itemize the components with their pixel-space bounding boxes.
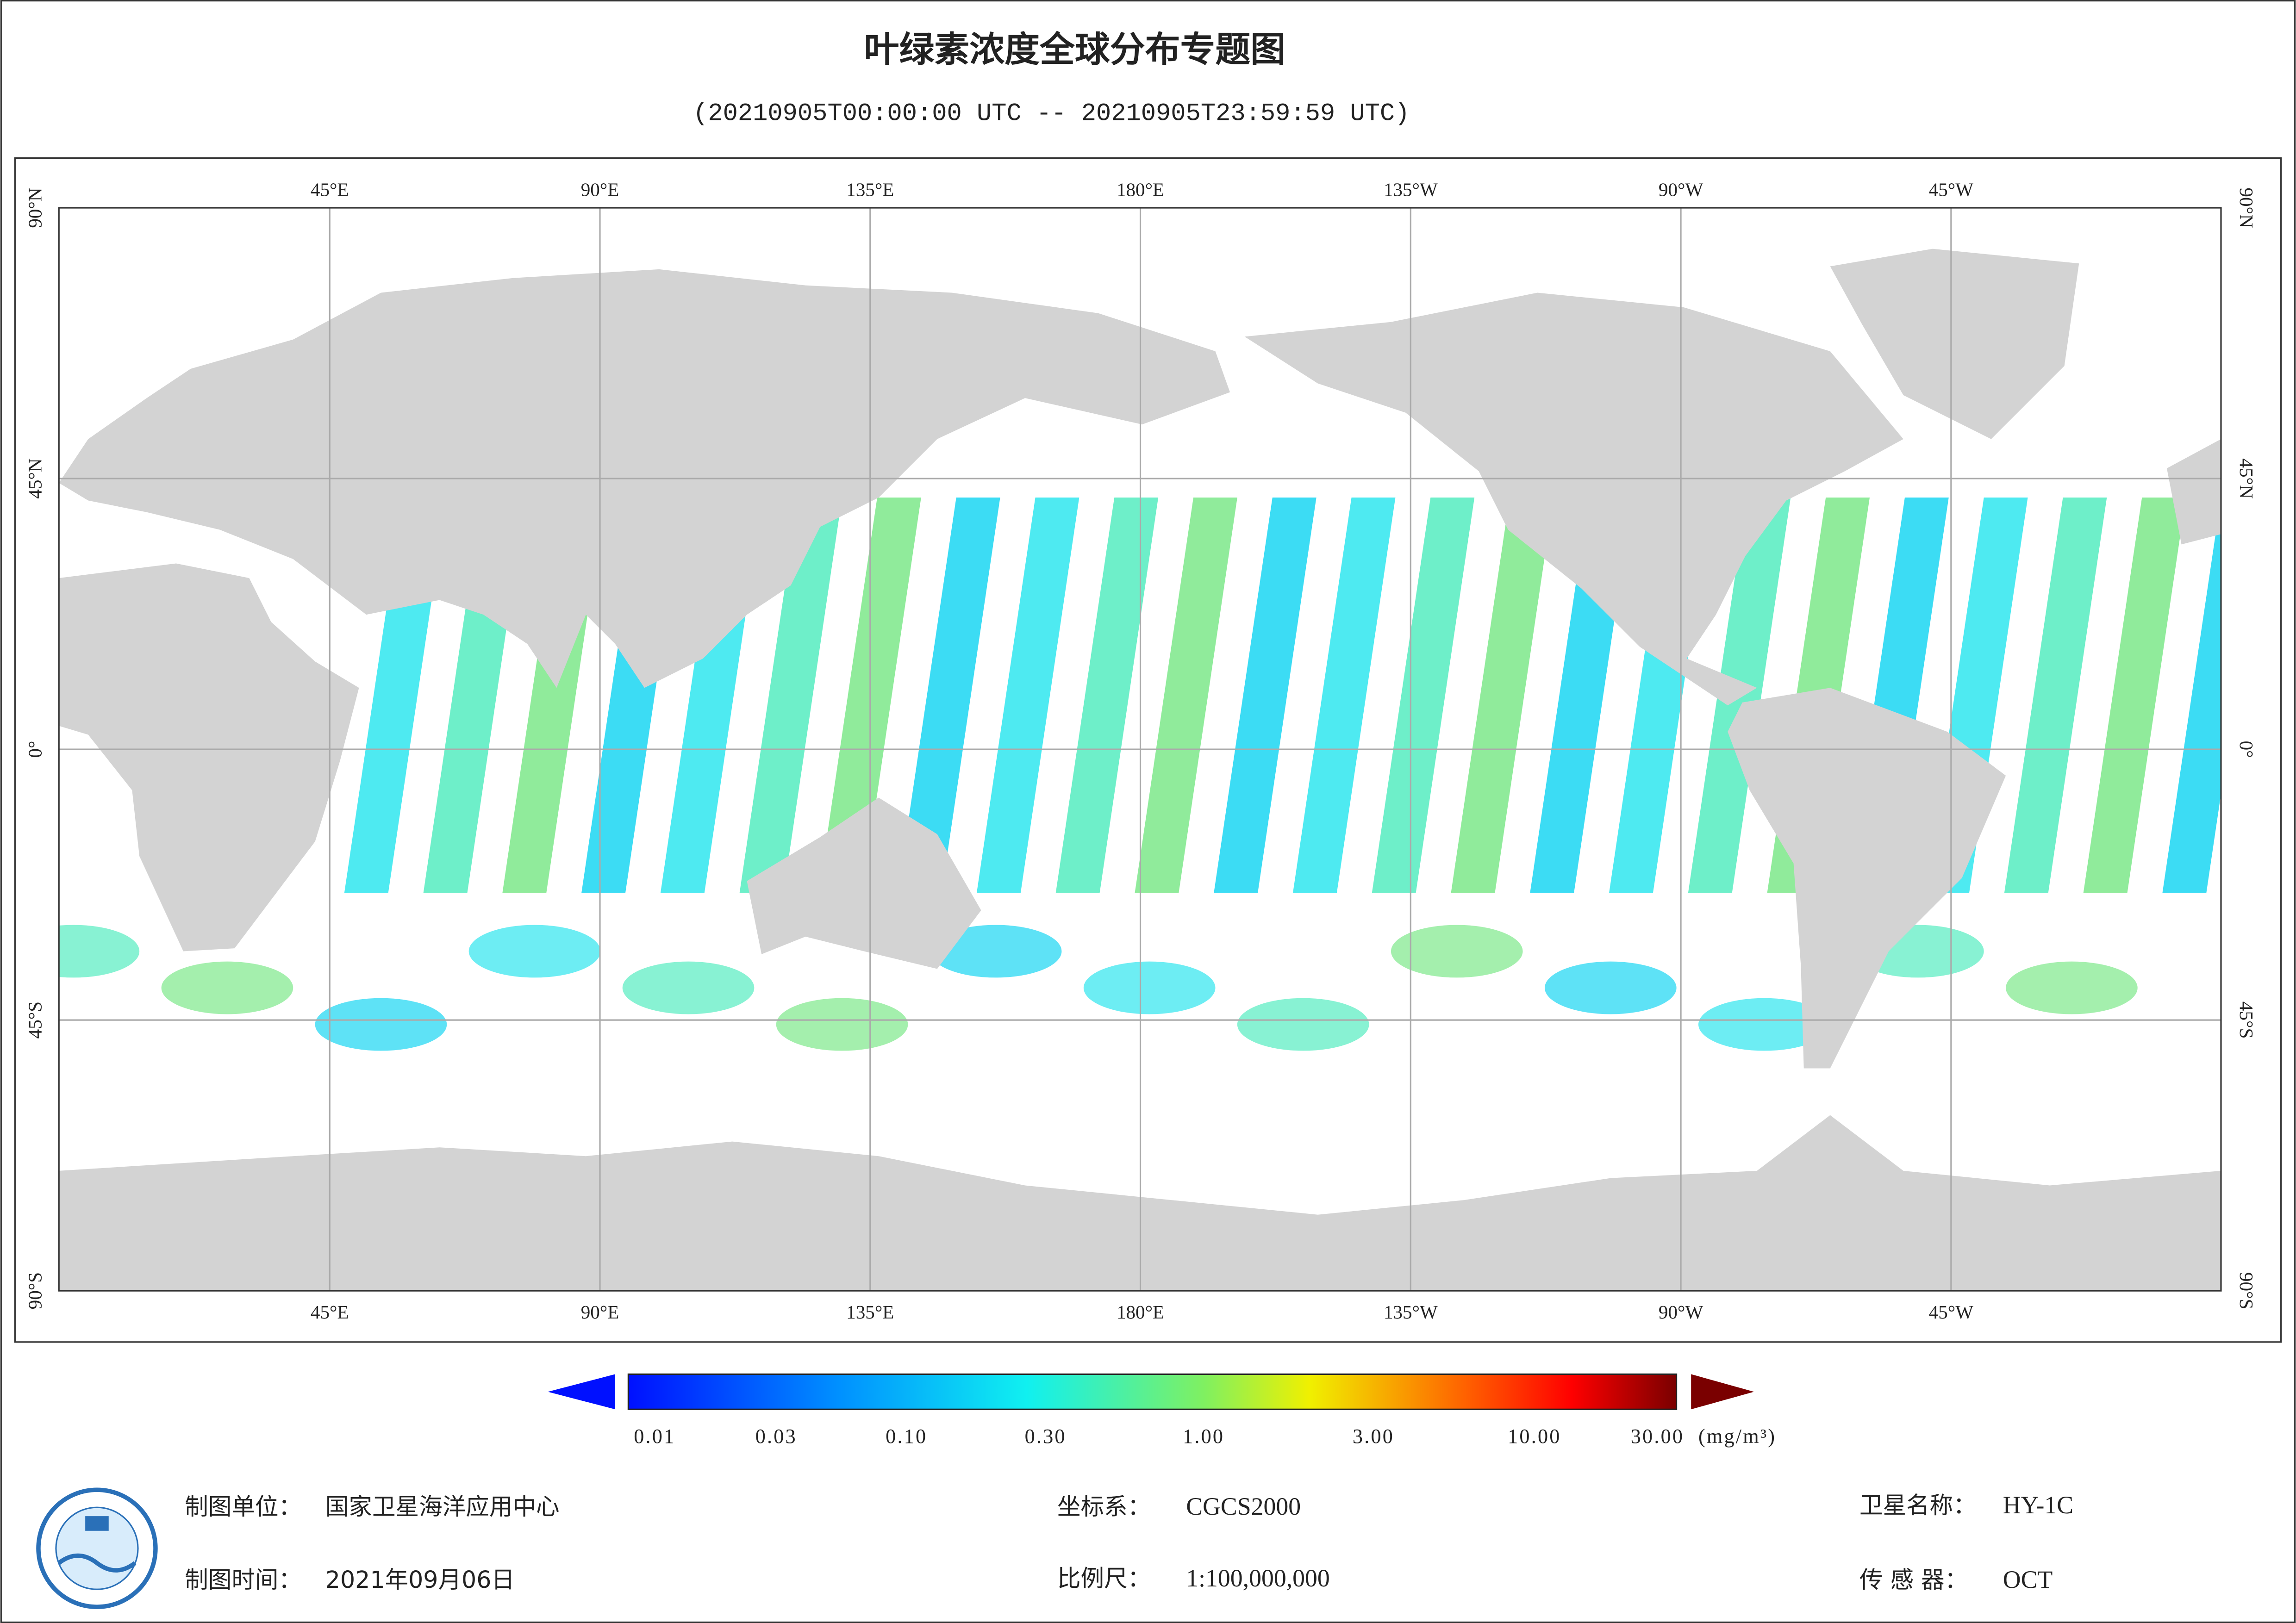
southern-patch [59,925,140,978]
crs: CGCS2000 [1186,1492,1301,1520]
lat-label-right: 45°S [2236,1001,2257,1038]
map-frame [14,157,2282,1343]
colorbar-tick-label: 30.00 [1631,1425,1684,1448]
colorbar-unit: (mg/m³) [1698,1425,1776,1448]
graticule [59,208,2221,1291]
southern-patch [161,961,293,1014]
colorbar-tick-label: 0.10 [886,1425,927,1448]
colorbar-tick-label: 0.03 [755,1425,797,1448]
southern-patch [1544,961,1677,1014]
swath [1214,497,1316,893]
lon-label-top: 45°W [1929,179,1974,200]
colorbar-tick-label: 0.30 [1025,1425,1067,1448]
southern-patch [1698,998,1830,1051]
sensor-label: 传 感 器： [1859,1566,1968,1593]
lon-label-top: 90°W [1659,179,1703,200]
graticule-labels: 45°E 45°E 90°E 90°E 135°E 135°E 180°E 180°E 135°… [24,179,2257,1323]
lat-label-right: 90°N [2236,187,2257,228]
swath [2004,497,2107,893]
swath [1372,497,1475,893]
sensor: OCT [2003,1566,2053,1593]
swath [739,497,842,893]
lon-label-top: 180°E [1117,179,1164,200]
south-america [1728,688,2006,1069]
lon-label-bottom: 135°W [1384,1301,1438,1323]
date-label: 制图时间： [185,1566,302,1593]
swath [1055,497,1159,893]
southern-patch [622,961,755,1014]
swath [2162,497,2221,893]
lon-label-bottom: 45°E [311,1301,349,1323]
colorbar-high-arrow [1691,1374,1754,1410]
crs-label: 坐标系： [1057,1493,1151,1520]
scale-label: 比例尺： [1057,1565,1151,1592]
southern-patch [776,998,908,1051]
lat-label-right: 45°N [2236,458,2257,498]
lon-label-bottom: 180°E [1117,1301,1164,1323]
africa [59,563,359,951]
swath [1293,497,1396,893]
colorbar-tick-label: 3.00 [1353,1425,1394,1448]
lon-label-top: 45°E [311,179,349,200]
satellite-label: 卫星名称： [1859,1492,1977,1519]
date: 2021年09月06日 [325,1566,515,1593]
logo [36,1487,158,1609]
swath [1451,497,1554,893]
lat-label-left: 90°S [24,1272,45,1309]
colorbar [627,1373,1678,1410]
lat-label-right: 90°S [2236,1272,2257,1309]
swath [977,497,1079,893]
southern-patch [1391,925,1523,978]
map-area [59,208,2221,1291]
lon-label-bottom: 90°W [1659,1301,1703,1323]
lat-label-left: 90°N [24,187,45,228]
swath [1135,497,1237,893]
europe-east [2166,439,2221,545]
greenland [1830,249,2079,439]
north-america [1244,292,1903,706]
lon-label-bottom: 135°E [846,1301,894,1323]
scale: 1:100,000,000 [1186,1564,1330,1592]
colorbar-tick-label: 1.00 [1183,1425,1224,1448]
title: 叶绿素浓度全球分布专题图 [864,29,1286,70]
lon-label-top: 135°W [1384,179,1438,200]
unit: 国家卫星海洋应用中心 [325,1493,560,1520]
lon-label-top: 90°E [581,179,619,200]
southern-patch [2006,961,2138,1014]
unit-label: 制图单位： [185,1493,302,1520]
lon-label-bottom: 90°E [581,1301,619,1323]
southern-patch [930,925,1062,978]
lon-label-bottom: 45°W [1929,1301,1974,1323]
lon-label-top: 135°E [846,179,894,200]
southern-patch [315,998,447,1051]
colorbar-low-arrow [548,1374,615,1410]
lat-label-left: 45°N [24,458,45,498]
southern-patch [1237,998,1369,1051]
subtitle: (20210905T00:00:00 UTC -- 20210905T23:59… [693,99,1410,128]
colorbar-tick-label: 0.01 [634,1425,675,1448]
colorbar-tick-label: 10.00 [1508,1425,1561,1448]
southern-patch [468,925,601,978]
swath [2083,497,2186,893]
map-border [58,207,2222,1292]
satellite: HY-1C [2003,1491,2073,1519]
southern-patch [1083,961,1216,1014]
colorbar-labels: 0.01 0.03 0.10 0.30 1.00 3.00 10.00 30.00 [634,1425,1684,1448]
lat-label-left: 45°S [24,1001,45,1038]
swath [898,497,1000,893]
lat-label-right: 0° [2236,741,2257,758]
lat-label-left: 0° [24,741,45,758]
australia [747,797,981,969]
